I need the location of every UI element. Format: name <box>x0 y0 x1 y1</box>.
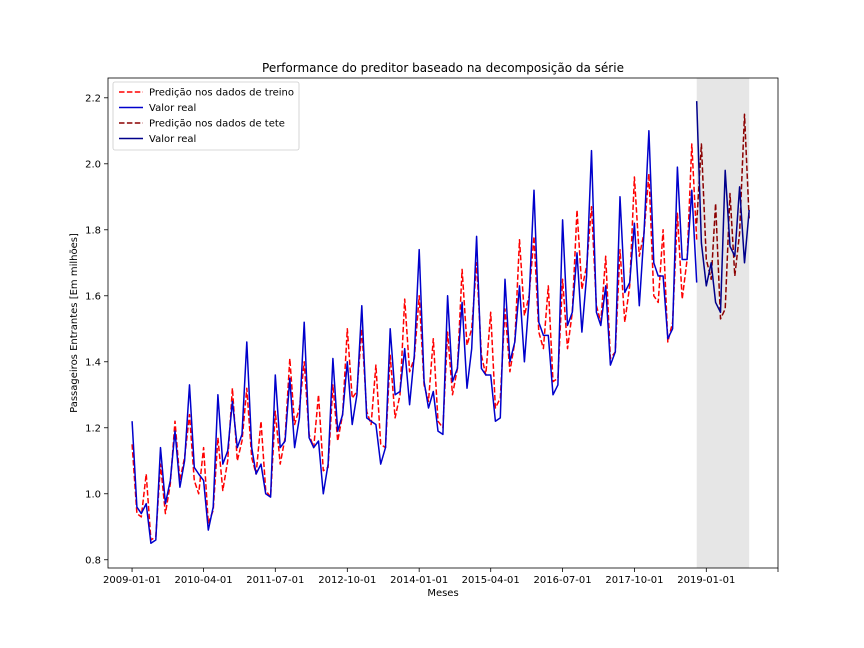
y-tick-label: 1.8 <box>85 225 101 236</box>
y-tick-label: 1.2 <box>85 423 101 434</box>
chart-title: Performance do preditor baseado na decom… <box>262 61 624 75</box>
plot-area <box>131 78 750 568</box>
x-axis-title: Meses <box>427 588 458 599</box>
series-line-3 <box>695 113 750 320</box>
x-tick-label: 2010-04-01 <box>175 575 233 586</box>
y-tick-label: 1.4 <box>85 357 101 368</box>
legend-label-1: Predição nos dados de treino <box>149 88 294 99</box>
y-tick-label: 2.0 <box>85 159 101 170</box>
x-tick-label: 2019-01-01 <box>677 575 735 586</box>
series-line-2 <box>131 130 698 545</box>
y-tick-label: 1.6 <box>85 291 101 302</box>
y-tick-label: 1.0 <box>85 489 101 500</box>
x-tick-label: 2014-01-01 <box>390 575 448 586</box>
x-tick-label: 2016-07-01 <box>534 575 592 586</box>
legend: Predição nos dados de treino Valor real Pr… <box>112 81 300 151</box>
axes-frame <box>107 77 779 569</box>
axes: 2009-01-01 2010-04-01 2011-07-01 2012-10-01… <box>85 77 779 586</box>
x-tick-label: 2009-01-01 <box>103 575 161 586</box>
y-axis-title: Passageiros Entrantes [Em milhões] <box>69 233 80 413</box>
y-tick-label: 2.2 <box>85 93 101 104</box>
x-tick-label: 2011-07-01 <box>246 575 304 586</box>
legend-label-4: Valor real <box>149 134 196 145</box>
y-tick-label: 0.8 <box>85 555 101 566</box>
test-period-shading <box>696 78 750 568</box>
series-line-4 <box>695 101 750 314</box>
x-tick-label: 2017-10-01 <box>605 575 663 586</box>
x-tick-label: 2012-10-01 <box>318 575 376 586</box>
legend-label-3: Predição nos dados de tete <box>149 119 285 130</box>
x-tick-label: 2015-04-01 <box>462 575 520 586</box>
legend-label-2: Valor real <box>149 103 196 114</box>
legend-box <box>112 81 300 151</box>
